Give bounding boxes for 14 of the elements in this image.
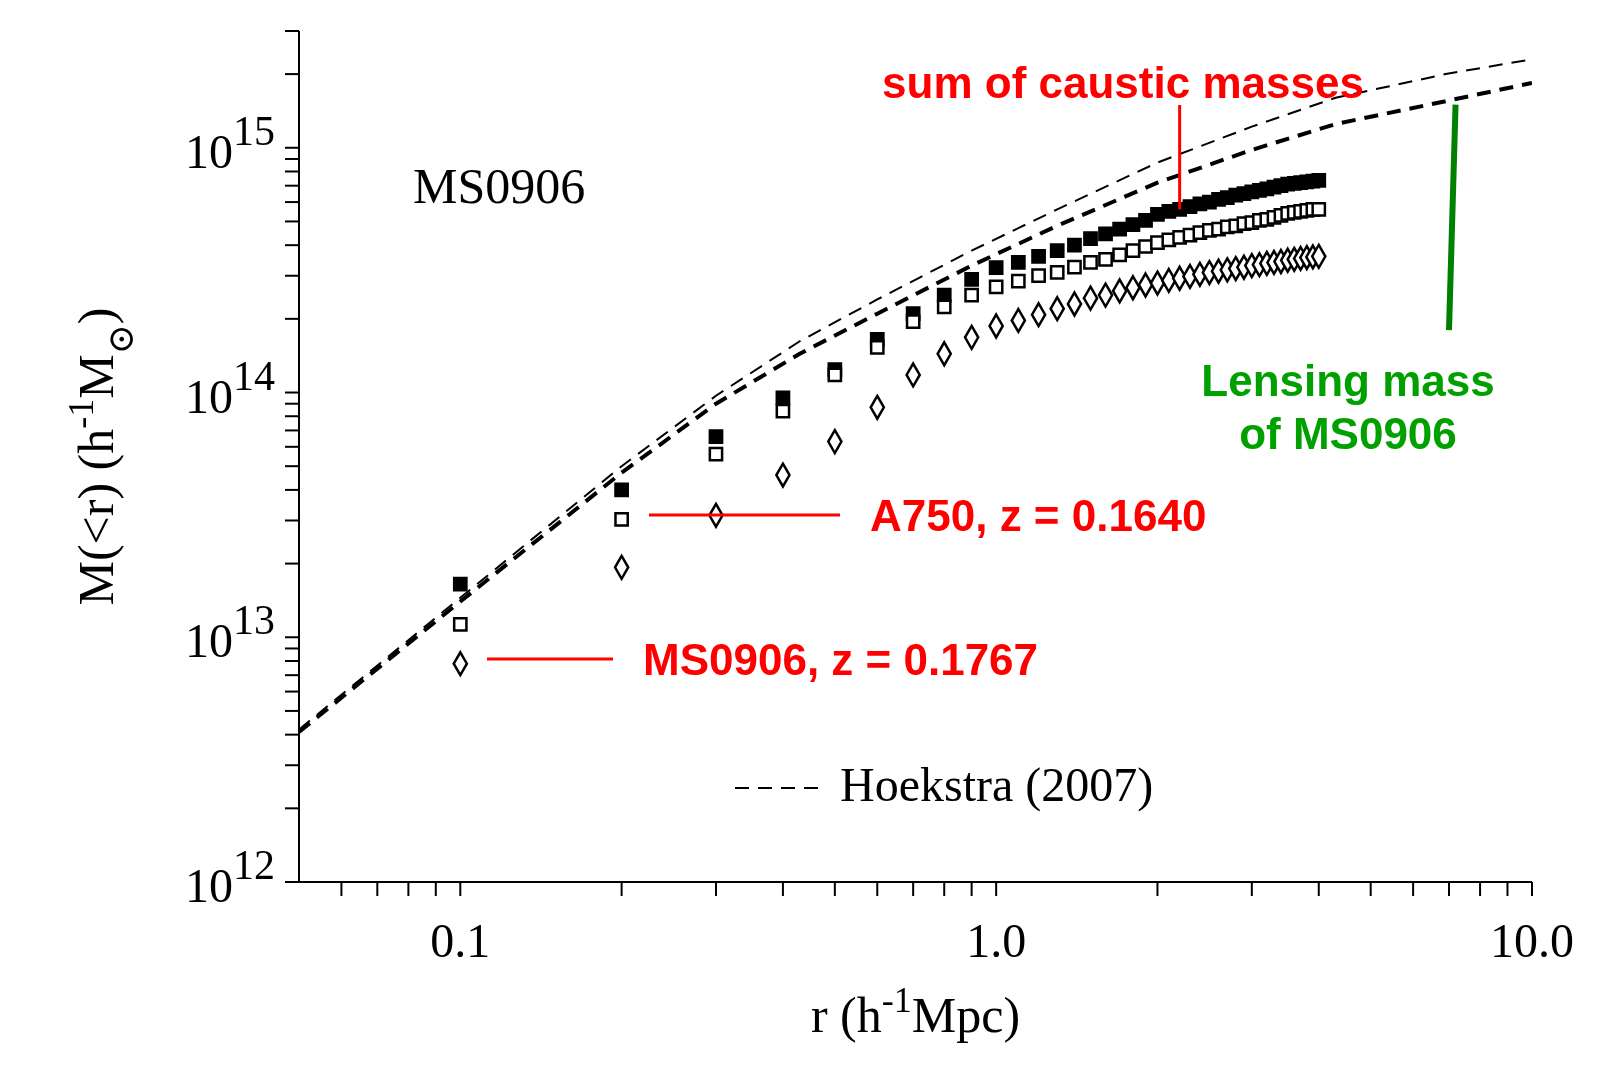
x-tick-label: 10.0 (1490, 914, 1574, 967)
y-tick-label: 10$^{13}$ (185, 597, 275, 668)
y-tick-label: 10$^{15}$ (185, 107, 275, 178)
annotation: MS0906, z = 0.1767 (643, 635, 1039, 684)
x-tick-label: 0.1 (430, 914, 491, 967)
annotation: Lensing mass of MS0906 (1201, 356, 1495, 458)
legend-label: Hoekstra (2007) (840, 758, 1154, 812)
annotation: MS0906 (413, 158, 586, 214)
y-tick-label: 10$^{12}$ (185, 842, 275, 912)
x-axis-title: r (h$^{-1}$Mpc) (810, 980, 1021, 1043)
annotation: A750, z = 0.1640 (870, 491, 1207, 540)
x-tick-label: 1.0 (966, 914, 1027, 967)
annotation: sum of caustic masses (882, 58, 1364, 107)
y-tick-label: 10$^{14}$ (185, 352, 275, 423)
